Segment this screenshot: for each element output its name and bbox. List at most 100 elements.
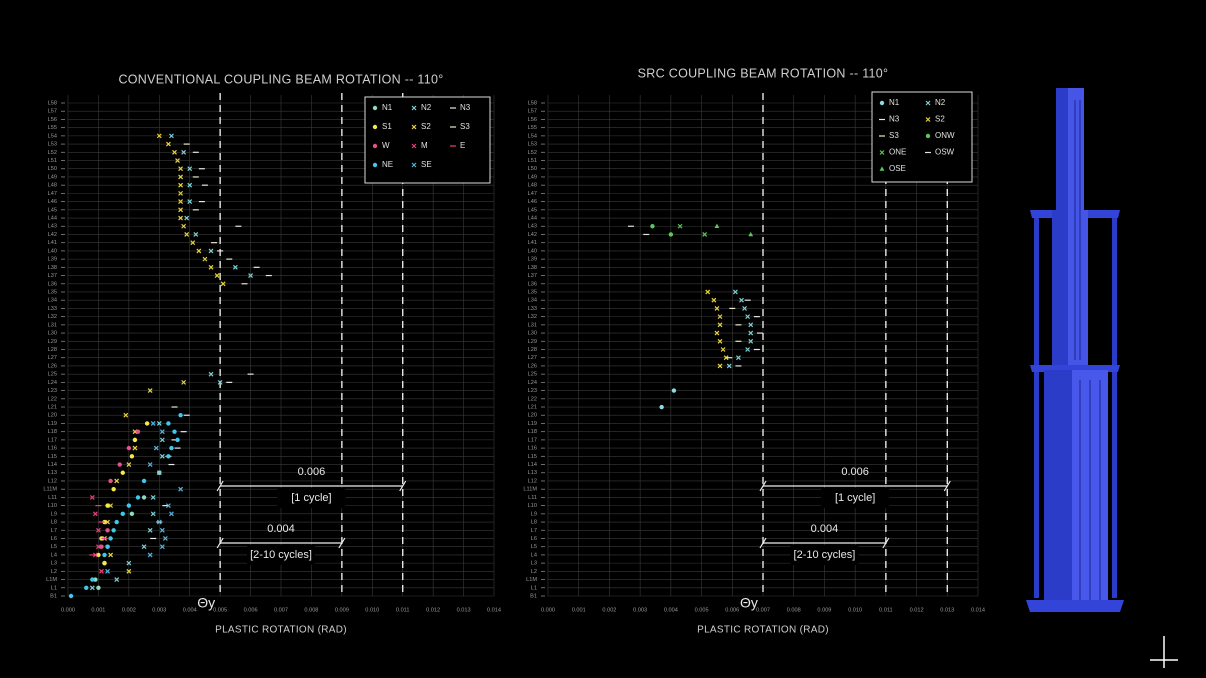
x-axis-label: PLASTIC ROTATION (RAD) <box>697 625 829 636</box>
data-point <box>114 519 119 525</box>
y-tick-label: L53 <box>48 142 57 148</box>
data-point <box>120 470 125 475</box>
data-point <box>156 133 162 139</box>
data-point <box>96 585 101 590</box>
y-tick-label: L47 <box>48 191 57 197</box>
y-tick-label: L41 <box>48 240 57 246</box>
y-tick-label: L58 <box>48 100 57 106</box>
data-point <box>84 585 89 590</box>
span-end <box>216 537 224 549</box>
data-point <box>105 519 110 525</box>
legend-marker <box>411 143 417 149</box>
data-point <box>108 478 113 484</box>
y-tick-label: L51 <box>48 158 57 164</box>
y-tick-label: L49 <box>48 174 57 180</box>
span-end <box>882 537 890 549</box>
tower-mid-face <box>1068 210 1088 370</box>
y-tick-label: L7 <box>51 528 57 534</box>
outrigger-col <box>1112 218 1117 598</box>
data-point <box>108 552 114 558</box>
data-point <box>739 297 744 303</box>
span-end <box>943 480 951 492</box>
data-point <box>159 544 165 550</box>
y-tick-label: L36 <box>528 281 537 287</box>
data-point <box>677 223 683 229</box>
span-note: [2-10 cycles] <box>250 549 312 561</box>
data-point <box>114 478 120 484</box>
y-tick-label: L11 <box>528 495 537 501</box>
data-point <box>92 552 98 558</box>
data-point <box>178 207 184 213</box>
y-tick-label: L8 <box>531 520 537 526</box>
y-tick-label: L34 <box>48 298 57 304</box>
data-point <box>126 503 132 508</box>
y-tick-label: L44 <box>528 216 537 222</box>
data-point <box>187 166 193 172</box>
data-point <box>745 347 751 352</box>
y-tick-label: L52 <box>528 150 537 156</box>
y-tick-label: L2 <box>531 569 537 575</box>
y-tick-label: L35 <box>48 289 57 295</box>
y-tick-label: L14 <box>528 462 537 468</box>
data-point <box>89 494 95 500</box>
x-axis-label: PLASTIC ROTATION (RAD) <box>215 625 347 636</box>
y-tick-label: L43 <box>48 224 57 230</box>
y-tick-label: L4 <box>531 552 537 558</box>
x-tick-label: 0.010 <box>365 607 379 613</box>
data-point <box>165 141 171 147</box>
data-point <box>105 528 110 533</box>
y-tick-label: L33 <box>48 306 57 312</box>
x-tick-label: 0.001 <box>572 607 586 613</box>
y-tick-label: L6 <box>531 536 537 542</box>
y-tick-label: L37 <box>48 273 57 279</box>
span-note: [1 cycle] <box>291 492 331 504</box>
data-point <box>193 232 199 237</box>
y-tick-label: L46 <box>48 199 57 205</box>
x-tick-label: 0.002 <box>122 607 136 613</box>
data-point <box>748 330 754 336</box>
y-tick-label: L40 <box>528 248 537 254</box>
legend-marker <box>411 162 417 168</box>
y-tick-label: L4 <box>51 552 57 558</box>
span-label: 0.004 <box>267 523 295 535</box>
data-point <box>187 182 193 188</box>
y-tick-label: L23 <box>528 388 537 394</box>
span-note-box <box>277 488 346 508</box>
y-tick-label: L50 <box>528 166 537 172</box>
y-tick-label: L56 <box>528 117 537 123</box>
data-point <box>714 305 720 311</box>
span-label: 0.006 <box>298 466 326 478</box>
y-tick-label: L13 <box>528 470 537 476</box>
data-point <box>181 379 187 385</box>
y-tick-label: L42 <box>528 232 537 238</box>
threshold-label: Θy <box>197 595 215 611</box>
y-tick-label: L1 <box>531 585 537 591</box>
data-point <box>717 363 723 369</box>
y-tick-label: L54 <box>528 133 537 139</box>
data-point <box>748 322 754 328</box>
x-tick-label: 0.006 <box>244 607 258 613</box>
x-tick-label: 0.011 <box>396 607 410 613</box>
y-tick-label: L53 <box>528 142 537 148</box>
data-point <box>208 371 214 377</box>
window-lines <box>1074 100 1101 600</box>
data-point <box>702 232 708 237</box>
y-tick-label: B1 <box>50 593 57 599</box>
y-tick-label: L35 <box>528 289 537 295</box>
y-tick-label: L7 <box>531 528 537 534</box>
y-tick-label: L51 <box>528 158 537 164</box>
data-point <box>156 421 162 426</box>
data-point <box>141 478 147 484</box>
y-tick-label: L8 <box>51 520 57 526</box>
data-point <box>147 388 153 394</box>
y-tick-label: L28 <box>528 347 537 353</box>
y-tick-label: L58 <box>528 100 537 106</box>
legend-marker <box>411 105 417 111</box>
data-point <box>208 248 214 254</box>
data-point <box>178 486 184 492</box>
data-point <box>166 454 171 459</box>
data-point <box>99 568 104 574</box>
legend-marker <box>372 124 378 130</box>
data-point <box>120 511 125 517</box>
